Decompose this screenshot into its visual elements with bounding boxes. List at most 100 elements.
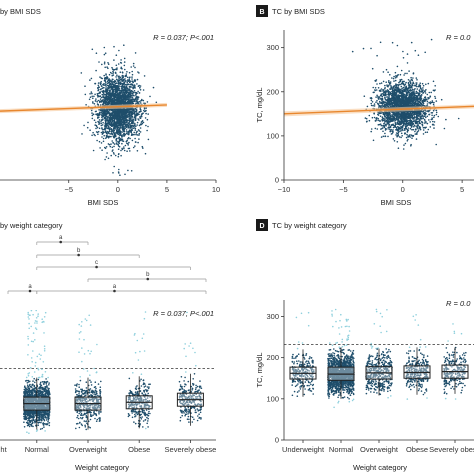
scatter-point — [109, 145, 112, 148]
panel-a-fit — [0, 102, 167, 114]
scatter-point — [94, 82, 96, 85]
scatter-point — [111, 140, 113, 142]
scatter-point — [115, 137, 118, 140]
scatter-point — [405, 116, 407, 118]
scatter-point — [126, 130, 128, 133]
scatter-point — [132, 127, 135, 129]
scatter-point — [392, 77, 395, 80]
scatter-point — [95, 69, 97, 72]
scatter-point — [118, 172, 120, 174]
scatter-point — [397, 133, 400, 135]
scatter-point — [368, 119, 371, 122]
scatter-point — [119, 91, 122, 94]
scatter-point — [112, 149, 114, 151]
scatter-point — [426, 103, 429, 105]
scatter-point — [374, 127, 377, 130]
scatter-point — [397, 84, 400, 87]
scatter-point — [100, 88, 102, 90]
scatter-point — [97, 103, 100, 106]
scatter-point — [431, 123, 434, 126]
scatter-point — [422, 133, 425, 135]
scatter-point — [380, 88, 383, 90]
scatter-point — [400, 88, 402, 91]
scatter-point — [385, 68, 388, 71]
scatter-point — [433, 124, 435, 126]
scatter-point — [417, 85, 420, 88]
scatter-point — [394, 86, 397, 89]
scatter-point — [113, 45, 115, 48]
scatter-point — [118, 142, 120, 145]
scatter-point — [390, 104, 392, 106]
scatter-point — [106, 118, 108, 120]
scatter-point — [97, 82, 100, 84]
scatter-point — [134, 129, 137, 131]
scatter-point — [147, 138, 150, 141]
scatter-point — [120, 59, 122, 61]
scatter-point — [413, 118, 415, 120]
scatter-point — [91, 92, 93, 95]
scatter-point — [129, 137, 131, 140]
scatter-point — [113, 119, 116, 121]
scatter-point — [98, 127, 101, 130]
scatter-point — [415, 112, 418, 114]
scatter-point — [145, 124, 147, 127]
scatter-point — [91, 134, 93, 137]
scatter-point — [94, 93, 96, 96]
scatter-point — [394, 111, 396, 114]
scatter-point — [90, 109, 93, 112]
scatter-point — [416, 79, 418, 81]
scatter-point — [132, 98, 134, 100]
scatter-point — [400, 116, 402, 118]
scatter-point — [417, 114, 420, 117]
scatter-point — [389, 93, 392, 96]
scatter-point — [139, 89, 142, 91]
scatter-point — [137, 96, 140, 98]
scatter-point — [419, 98, 422, 101]
scatter-point — [121, 74, 124, 77]
scatter-point — [98, 140, 101, 143]
scatter-point — [122, 92, 125, 94]
scatter-point — [97, 89, 99, 92]
scatter-point — [115, 54, 118, 56]
scatter-point — [381, 99, 383, 102]
scatter-point — [107, 120, 110, 123]
scatter-point — [116, 100, 118, 103]
scatter-point — [113, 115, 116, 118]
scatter-point — [131, 108, 133, 111]
scatter-point — [363, 95, 366, 97]
scatter-point — [115, 76, 117, 78]
scatter-point — [400, 83, 402, 86]
scatter-point — [107, 131, 110, 134]
x-tick-label: 0 — [116, 185, 120, 194]
scatter-point — [115, 139, 117, 141]
scatter-point — [381, 90, 383, 92]
scatter-point — [366, 105, 369, 108]
scatter-point — [132, 109, 134, 112]
scatter-point — [130, 134, 133, 136]
scatter-point — [129, 76, 131, 78]
scatter-point — [103, 53, 106, 56]
scatter-point — [105, 120, 107, 123]
scatter-point — [415, 92, 418, 95]
scatter-point — [110, 121, 113, 124]
scatter-point — [411, 92, 414, 94]
scatter-point — [434, 85, 437, 87]
scatter-point — [140, 121, 143, 123]
scatter-point — [95, 121, 97, 124]
scatter-point — [137, 118, 139, 120]
scatter-point — [418, 94, 420, 96]
scatter-point — [117, 155, 120, 158]
scatter-point — [118, 121, 120, 123]
scatter-point — [396, 87, 398, 89]
scatter-point — [413, 91, 415, 93]
scatter-point — [104, 100, 106, 103]
scatter-point — [112, 85, 114, 88]
scatter-point — [134, 145, 136, 147]
scatter-point — [401, 111, 403, 114]
scatter-point — [134, 137, 136, 140]
scatter-point — [106, 125, 108, 128]
scatter-point — [119, 81, 122, 84]
scatter-point — [110, 127, 112, 130]
scatter-point — [105, 86, 107, 88]
scatter-point — [386, 102, 388, 105]
